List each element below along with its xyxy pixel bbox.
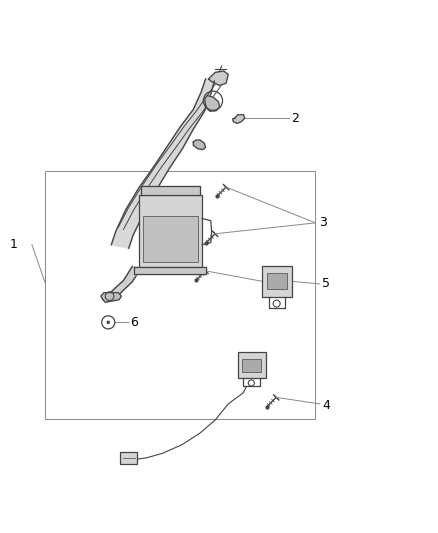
Text: 3: 3 [318,216,326,229]
Polygon shape [141,186,199,195]
Bar [266,272,286,289]
Text: 1: 1 [10,238,18,251]
Text: 4: 4 [273,278,281,292]
Bar [242,359,261,372]
Polygon shape [106,266,141,298]
Text: 5: 5 [321,278,329,290]
Bar [261,265,291,297]
Polygon shape [193,140,205,150]
Bar [45,171,315,419]
Polygon shape [204,95,219,111]
Bar [237,352,265,378]
Text: 2: 2 [291,112,299,125]
Polygon shape [232,115,244,124]
Bar [120,453,137,464]
Polygon shape [101,293,121,302]
Bar [138,195,201,266]
Polygon shape [111,79,214,248]
Polygon shape [134,266,206,274]
Circle shape [106,320,110,324]
Text: 4: 4 [321,399,329,411]
Text: 6: 6 [130,316,138,329]
Bar [143,216,197,262]
Polygon shape [208,71,228,85]
